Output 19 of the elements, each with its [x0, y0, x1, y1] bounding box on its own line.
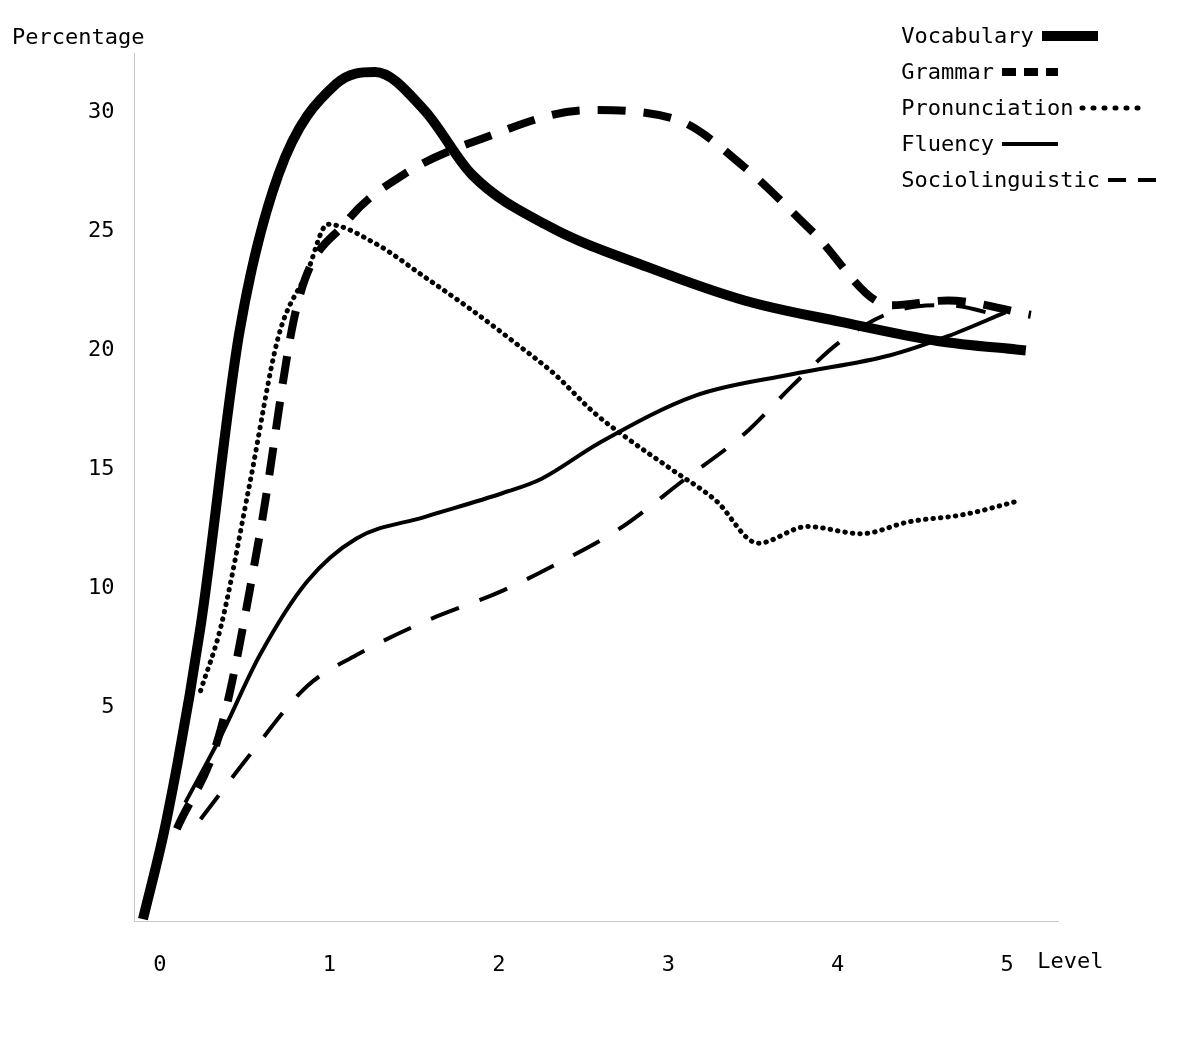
legend-label: Grammar	[901, 58, 995, 86]
y-tick-label: 10	[87, 574, 115, 600]
x-tick-label: 0	[153, 950, 167, 976]
legend-label: Fluency	[901, 130, 995, 158]
legend-label: Sociolinguistic	[901, 166, 1100, 194]
x-tick-label: 3	[661, 950, 675, 976]
x-tick-label: 1	[322, 950, 336, 976]
y-axis-title: Percentage	[12, 23, 145, 49]
y-tick-label: 25	[87, 217, 115, 243]
x-tick-label: 4	[831, 950, 845, 976]
x-tick-label: 2	[492, 950, 506, 976]
y-tick-label: 30	[87, 98, 115, 124]
y-tick-label: 15	[87, 455, 115, 481]
x-axis-title: Level	[1037, 948, 1104, 974]
x-tick-label: 5	[1000, 950, 1014, 976]
y-tick-label: 5	[101, 693, 115, 719]
legend-label: Vocabulary	[901, 22, 1034, 50]
y-tick-label: 20	[87, 336, 115, 362]
legend-label: Pronunciation	[901, 94, 1074, 122]
